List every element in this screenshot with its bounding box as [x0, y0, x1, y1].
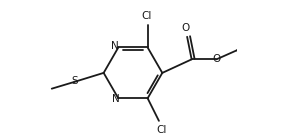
Text: Cl: Cl: [141, 11, 152, 21]
Text: N: N: [111, 41, 119, 51]
Text: O: O: [182, 23, 190, 33]
Text: Cl: Cl: [156, 125, 166, 135]
Text: O: O: [213, 54, 221, 64]
Text: S: S: [71, 76, 78, 87]
Text: N: N: [112, 94, 120, 104]
